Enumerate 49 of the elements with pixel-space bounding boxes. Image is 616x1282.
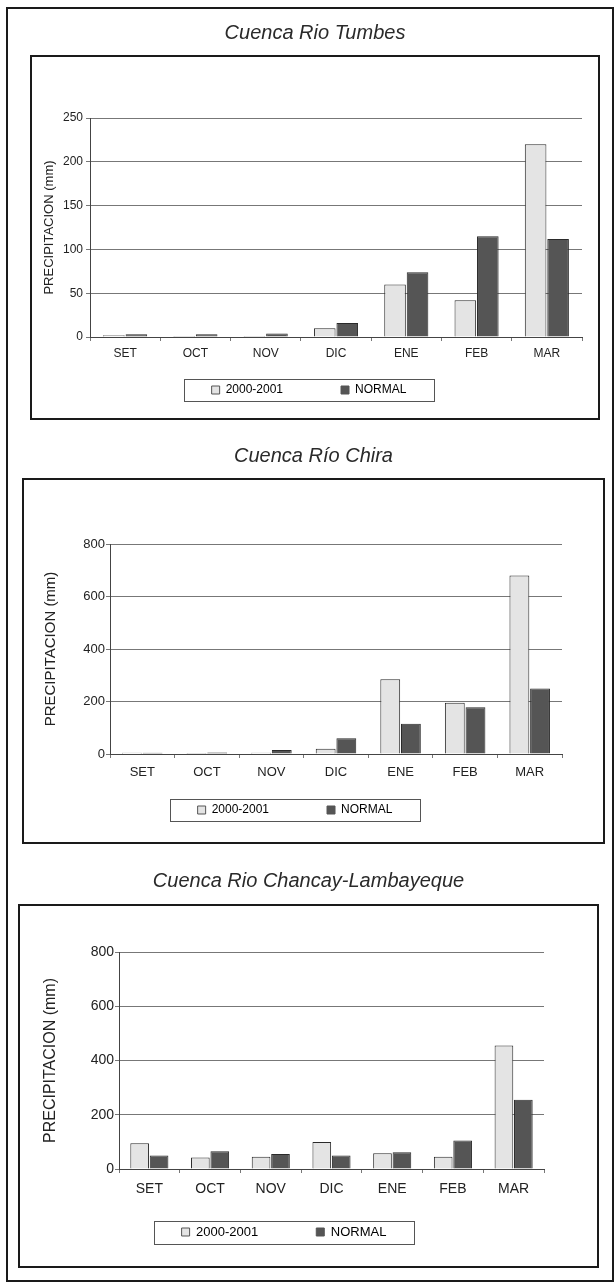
x-tick-label: SET <box>129 764 155 780</box>
y-tick-label: 600 <box>90 997 115 1014</box>
x-tick-label: FEB <box>452 764 478 780</box>
y-tick-label: 0 <box>97 745 105 761</box>
y-tick-label: 400 <box>90 1051 115 1068</box>
y-tick-label: 800 <box>83 535 105 551</box>
legend-label: 2000-2001 <box>196 1223 259 1239</box>
y-tick-label: 250 <box>62 110 84 125</box>
x-tick-label: SET <box>135 1180 164 1197</box>
x-tick-label: NOV <box>255 1180 287 1197</box>
y-axis-title: PRECIPITACION (mm) <box>41 571 59 727</box>
y-tick-label: 150 <box>62 197 84 212</box>
x-tick-label: OCT <box>182 345 209 360</box>
chart-title: Cuenca Rio Chancay-Lambayeque <box>151 869 466 893</box>
x-tick-label: FEB <box>464 345 489 360</box>
y-tick-label: 200 <box>83 693 105 709</box>
y-tick-label: 50 <box>69 285 84 300</box>
y-tick-label: 600 <box>83 588 105 604</box>
x-tick-label: OCT <box>195 1180 226 1197</box>
y-tick-label: 0 <box>106 1159 115 1176</box>
y-tick-label: 800 <box>90 942 115 959</box>
y-axis-title: PRECIPITACION (mm) <box>41 160 57 295</box>
legend-label: 2000-2001 <box>211 802 270 817</box>
y-tick-label: 400 <box>83 640 105 656</box>
y-tick-label: 200 <box>62 154 84 169</box>
x-tick-label: MAR <box>533 345 561 360</box>
y-tick-label: 100 <box>62 241 84 256</box>
x-tick-label: NOV <box>257 764 286 780</box>
x-tick-label: DIC <box>324 764 348 780</box>
legend-label: NORMAL <box>355 382 407 397</box>
x-tick-label: DIC <box>325 345 347 360</box>
x-tick-label: DIC <box>319 1180 344 1197</box>
x-tick-label: FEB <box>439 1180 467 1197</box>
x-tick-label: NOV <box>252 345 279 360</box>
y-tick-label: 200 <box>90 1105 115 1122</box>
x-tick-label: ENE <box>387 764 415 780</box>
legend-label: 2000-2001 <box>225 382 284 397</box>
x-tick-label: ENE <box>393 345 419 360</box>
legend-label: NORMAL <box>330 1223 387 1239</box>
legend-label: NORMAL <box>341 802 393 817</box>
x-tick-label: MAR <box>498 1180 530 1197</box>
x-tick-label: OCT <box>193 764 221 780</box>
chart-title: Cuenca Río Chira <box>233 444 394 468</box>
x-tick-label: ENE <box>377 1180 407 1197</box>
x-tick-label: SET <box>113 345 138 360</box>
x-tick-label: MAR <box>515 764 545 780</box>
y-axis-title: PRECIPITACION (mm) <box>41 977 59 1144</box>
chart-title: Cuenca Rio Tumbes <box>223 21 407 45</box>
y-tick-label: 0 <box>76 329 84 344</box>
